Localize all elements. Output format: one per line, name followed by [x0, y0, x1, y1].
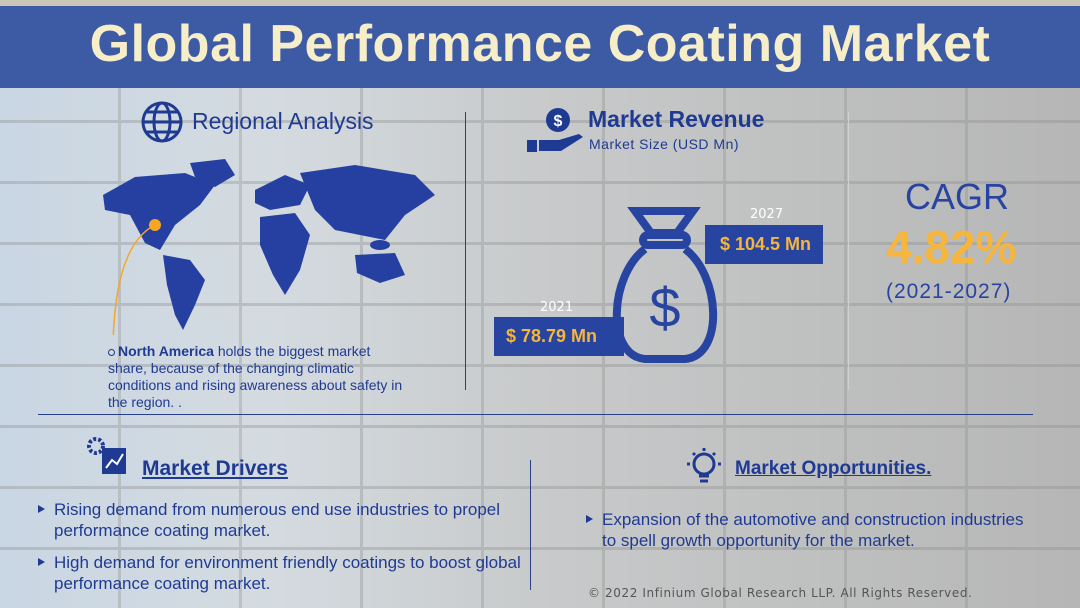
globe-icon	[141, 101, 183, 143]
start-value-box: $ 78.79 Mn	[494, 317, 624, 356]
driver-item: High demand for environment friendly coa…	[36, 552, 556, 594]
circle-bullet-icon	[108, 349, 115, 356]
lightbulb-icon	[687, 448, 721, 483]
region-highlight: North America	[118, 343, 214, 359]
world-map	[103, 159, 435, 335]
divider	[530, 460, 531, 590]
cagr-value: 4.82%	[886, 221, 1017, 273]
divider	[465, 112, 466, 390]
top-border	[0, 0, 1080, 6]
opportunities-heading: Market Opportunities.	[735, 458, 932, 479]
money-bag-icon: $	[612, 207, 718, 363]
driver-item: Rising demand from numerous end use indu…	[36, 499, 556, 541]
revenue-heading: Market Revenue	[588, 106, 765, 132]
cagr-period: (2021-2027)	[886, 280, 1012, 303]
regional-heading: Regional Analysis	[192, 108, 374, 134]
title-banner	[0, 6, 1080, 88]
section-divider	[38, 414, 1033, 415]
end-value-box: $ 104.5 Mn	[705, 225, 823, 264]
regional-text: North America holds the biggest market s…	[108, 343, 408, 411]
svg-text:$: $	[649, 276, 680, 339]
opportunity-item: Expansion of the automotive and construc…	[584, 509, 1034, 551]
svg-text:$: $	[554, 113, 563, 130]
copyright-footer: © 2022 Infinium Global Research LLP. All…	[588, 586, 973, 600]
hand-dollar-icon: $	[527, 108, 583, 152]
region-description: holds the biggest market share, because …	[108, 343, 403, 410]
start-year: 2021	[540, 300, 574, 315]
cagr-label: CAGR	[905, 176, 1010, 217]
divider	[848, 112, 849, 390]
revenue-subheading: Market Size (USD Mn)	[589, 136, 740, 152]
end-year: 2027	[750, 207, 784, 222]
gear-chart-icon	[87, 437, 126, 474]
drivers-heading: Market Drivers	[142, 457, 288, 480]
page-title: Global Performance Coating Market	[89, 15, 991, 73]
